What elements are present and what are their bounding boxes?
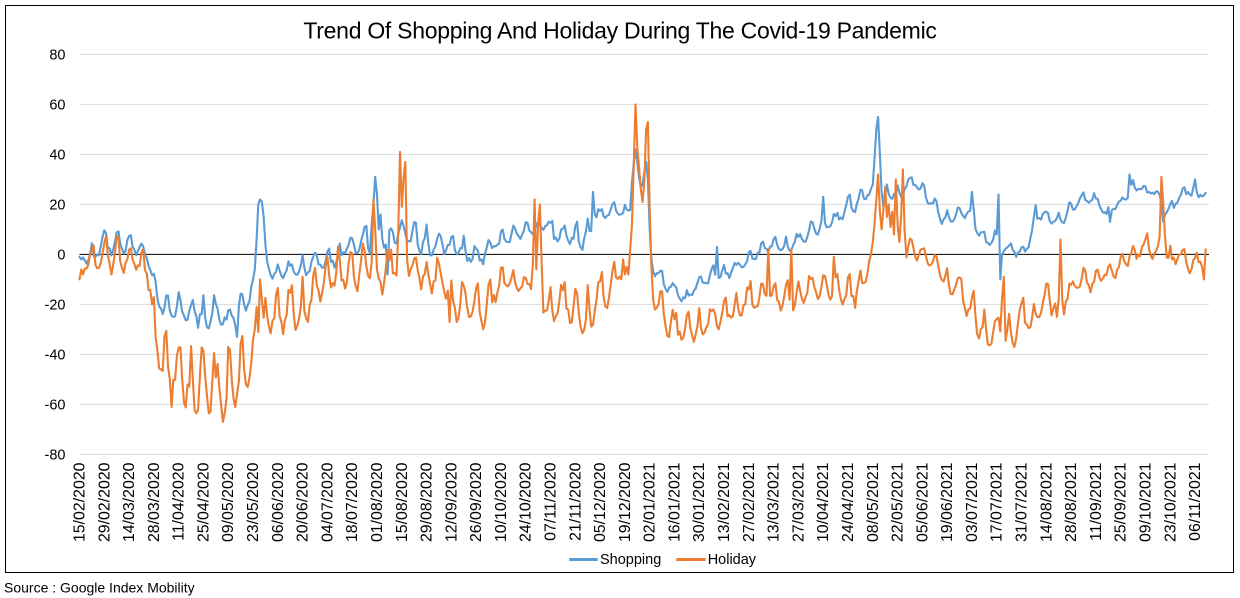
svg-text:23/10/2021: 23/10/2021 (1162, 462, 1179, 542)
svg-text:10/10/2020: 10/10/2020 (493, 462, 510, 542)
svg-text:25/04/2020: 25/04/2020 (195, 462, 212, 542)
svg-text:-60: -60 (45, 398, 66, 414)
svg-text:19/12/2020: 19/12/2020 (617, 462, 634, 542)
svg-text:09/10/2021: 09/10/2021 (1138, 462, 1155, 542)
svg-text:08/05/2021: 08/05/2021 (865, 462, 882, 542)
svg-text:13/03/2021: 13/03/2021 (766, 462, 783, 542)
svg-text:15/08/2020: 15/08/2020 (394, 462, 411, 542)
svg-text:25/09/2021: 25/09/2021 (1113, 462, 1130, 542)
svg-text:11/04/2020: 11/04/2020 (171, 462, 188, 541)
svg-text:29/08/2020: 29/08/2020 (419, 462, 436, 542)
svg-text:27/02/2021: 27/02/2021 (741, 462, 758, 542)
svg-text:16/01/2021: 16/01/2021 (667, 462, 684, 542)
svg-text:11/09/2021: 11/09/2021 (1088, 462, 1105, 541)
svg-text:05/12/2020: 05/12/2020 (592, 462, 609, 542)
svg-text:24/04/2021: 24/04/2021 (840, 462, 857, 542)
svg-text:28/08/2021: 28/08/2021 (1063, 462, 1080, 542)
svg-text:14/03/2020: 14/03/2020 (121, 462, 138, 542)
svg-text:Shopping: Shopping (600, 552, 661, 568)
svg-text:27/03/2021: 27/03/2021 (790, 462, 807, 542)
svg-text:19/06/2021: 19/06/2021 (939, 462, 956, 542)
svg-text:20: 20 (49, 198, 65, 214)
svg-text:07/11/2020: 07/11/2020 (543, 462, 560, 541)
svg-text:-20: -20 (45, 298, 66, 314)
svg-text:01/08/2020: 01/08/2020 (369, 462, 386, 542)
svg-text:09/05/2020: 09/05/2020 (220, 462, 237, 542)
svg-text:04/07/2020: 04/07/2020 (319, 462, 336, 542)
svg-text:23/05/2020: 23/05/2020 (245, 462, 262, 542)
svg-text:29/02/2020: 29/02/2020 (96, 462, 113, 542)
svg-text:Source : Google Index Mobility: Source : Google Index Mobility (4, 580, 195, 596)
svg-text:Trend Of Shopping And Holiday: Trend Of Shopping And Holiday During The… (303, 18, 936, 44)
svg-text:20/06/2020: 20/06/2020 (295, 462, 312, 542)
svg-text:03/07/2021: 03/07/2021 (964, 462, 981, 542)
svg-text:26/09/2020: 26/09/2020 (468, 462, 485, 542)
svg-text:10/04/2021: 10/04/2021 (815, 462, 832, 542)
svg-text:06/06/2020: 06/06/2020 (270, 462, 287, 542)
svg-text:24/10/2020: 24/10/2020 (518, 462, 535, 542)
svg-text:-80: -80 (45, 448, 66, 464)
svg-text:31/07/2021: 31/07/2021 (1014, 462, 1031, 542)
svg-text:12/09/2020: 12/09/2020 (443, 462, 460, 542)
svg-text:17/07/2021: 17/07/2021 (989, 462, 1006, 542)
svg-text:05/06/2021: 05/06/2021 (914, 462, 931, 542)
svg-text:Holiday: Holiday (708, 552, 757, 568)
svg-text:18/07/2020: 18/07/2020 (344, 462, 361, 542)
svg-text:15/02/2020: 15/02/2020 (72, 462, 89, 542)
svg-text:0: 0 (57, 248, 65, 264)
svg-text:-40: -40 (45, 348, 66, 364)
svg-text:80: 80 (49, 48, 65, 64)
svg-text:02/01/2021: 02/01/2021 (642, 462, 659, 542)
svg-text:22/05/2021: 22/05/2021 (890, 462, 907, 542)
svg-text:28/03/2020: 28/03/2020 (146, 462, 163, 542)
svg-text:60: 60 (49, 98, 65, 114)
svg-text:21/11/2020: 21/11/2020 (567, 462, 584, 541)
svg-text:30/01/2021: 30/01/2021 (691, 462, 708, 542)
svg-text:40: 40 (49, 148, 65, 164)
svg-text:14/08/2021: 14/08/2021 (1038, 462, 1055, 542)
svg-text:13/02/2021: 13/02/2021 (716, 462, 733, 542)
svg-text:06/11/2021: 06/11/2021 (1187, 462, 1204, 541)
